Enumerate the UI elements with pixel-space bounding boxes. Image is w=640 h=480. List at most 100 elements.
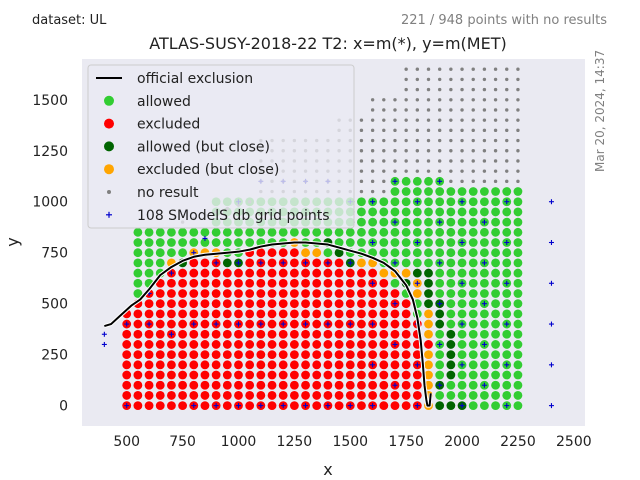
legend-marker-excluded-close bbox=[104, 164, 114, 175]
y-tick-label: 1000 bbox=[32, 195, 68, 211]
point-allowed-close bbox=[446, 401, 456, 411]
point-excluded bbox=[345, 299, 355, 309]
point-excluded bbox=[368, 380, 378, 390]
point-excluded bbox=[211, 350, 221, 360]
point-excluded bbox=[234, 299, 243, 309]
point-allowed bbox=[480, 278, 489, 288]
point-excluded bbox=[200, 329, 210, 339]
point-allowed bbox=[424, 176, 433, 186]
point-excluded bbox=[256, 329, 266, 339]
point-allowed bbox=[401, 187, 411, 196]
point-no-result bbox=[493, 159, 498, 163]
point-excluded bbox=[178, 299, 188, 309]
point-allowed bbox=[357, 238, 366, 247]
point-excluded bbox=[289, 391, 299, 400]
point-no-result bbox=[460, 128, 464, 133]
db-grid-point bbox=[414, 280, 420, 286]
point-allowed bbox=[155, 258, 165, 268]
db-grid-point bbox=[548, 362, 554, 368]
point-no-result bbox=[516, 179, 520, 184]
db-grid-point bbox=[504, 362, 510, 368]
point-allowed bbox=[480, 197, 489, 207]
point-no-result bbox=[482, 77, 487, 82]
legend-label: 108 SModelS db grid points bbox=[137, 208, 330, 224]
point-no-result bbox=[426, 98, 431, 102]
point-excluded bbox=[211, 370, 221, 380]
point-excluded bbox=[289, 299, 299, 309]
point-allowed bbox=[345, 238, 355, 247]
point-excluded-close bbox=[357, 258, 366, 268]
timestamp: Mar 20, 2024, 14:37 bbox=[593, 50, 607, 172]
x-tick-label: 1250 bbox=[277, 434, 313, 450]
y-axis-label: y bbox=[3, 237, 22, 246]
point-excluded bbox=[144, 370, 154, 380]
point-excluded bbox=[133, 360, 143, 370]
point-allowed bbox=[502, 268, 512, 278]
point-excluded bbox=[368, 370, 378, 380]
point-allowed bbox=[468, 278, 478, 288]
point-excluded-close bbox=[424, 319, 433, 329]
point-excluded bbox=[379, 319, 389, 329]
legend-label: excluded (but close) bbox=[137, 162, 279, 178]
db-grid-point bbox=[213, 321, 219, 327]
point-excluded bbox=[178, 268, 188, 278]
x-tick-label: 500 bbox=[113, 434, 140, 450]
point-allowed bbox=[446, 319, 456, 329]
point-no-result bbox=[404, 159, 408, 163]
point-excluded bbox=[357, 391, 366, 400]
point-excluded bbox=[222, 370, 232, 380]
point-allowed bbox=[468, 248, 478, 258]
point-excluded bbox=[334, 289, 344, 298]
point-no-result bbox=[382, 169, 386, 173]
point-allowed bbox=[513, 187, 523, 196]
point-excluded bbox=[256, 380, 266, 390]
db-grid-point bbox=[347, 403, 353, 409]
point-excluded bbox=[189, 340, 199, 349]
point-excluded bbox=[211, 278, 221, 288]
db-grid-point bbox=[459, 362, 465, 368]
db-grid-point bbox=[124, 403, 130, 409]
point-excluded bbox=[412, 380, 422, 390]
point-allowed bbox=[513, 360, 523, 370]
point-no-result bbox=[415, 149, 420, 153]
point-excluded bbox=[267, 319, 277, 329]
point-allowed bbox=[502, 380, 512, 390]
point-no-result bbox=[449, 179, 453, 184]
db-grid-point bbox=[437, 178, 443, 184]
point-excluded bbox=[379, 299, 389, 309]
point-allowed bbox=[513, 350, 523, 360]
db-grid-point bbox=[168, 270, 174, 276]
point-no-result bbox=[370, 169, 375, 173]
db-grid-point bbox=[459, 321, 465, 327]
point-allowed bbox=[491, 299, 500, 309]
point-no-result bbox=[382, 98, 386, 102]
point-excluded bbox=[189, 268, 199, 278]
point-excluded bbox=[245, 258, 255, 268]
point-allowed bbox=[502, 187, 512, 196]
point-no-result bbox=[471, 118, 475, 122]
point-excluded bbox=[379, 289, 389, 298]
legend-label: excluded bbox=[137, 117, 200, 133]
point-no-result bbox=[404, 67, 408, 71]
db-grid-point bbox=[459, 403, 465, 409]
point-allowed bbox=[480, 248, 489, 258]
point-excluded bbox=[289, 289, 299, 298]
point-allowed bbox=[178, 227, 188, 237]
point-allowed bbox=[446, 391, 456, 400]
db-grid-point bbox=[414, 199, 420, 205]
point-allowed bbox=[457, 258, 467, 268]
point-no-result bbox=[415, 118, 420, 122]
point-excluded bbox=[144, 299, 154, 309]
point-excluded bbox=[256, 289, 266, 298]
db-grid-point bbox=[370, 362, 376, 368]
point-allowed bbox=[480, 238, 489, 247]
point-excluded bbox=[133, 370, 143, 380]
x-axis-label: x bbox=[323, 460, 332, 479]
point-allowed bbox=[390, 238, 400, 247]
point-excluded bbox=[167, 319, 176, 329]
point-excluded bbox=[323, 268, 333, 278]
point-allowed-close bbox=[424, 268, 433, 278]
point-excluded bbox=[211, 268, 221, 278]
point-allowed bbox=[502, 329, 512, 339]
point-excluded bbox=[211, 299, 221, 309]
